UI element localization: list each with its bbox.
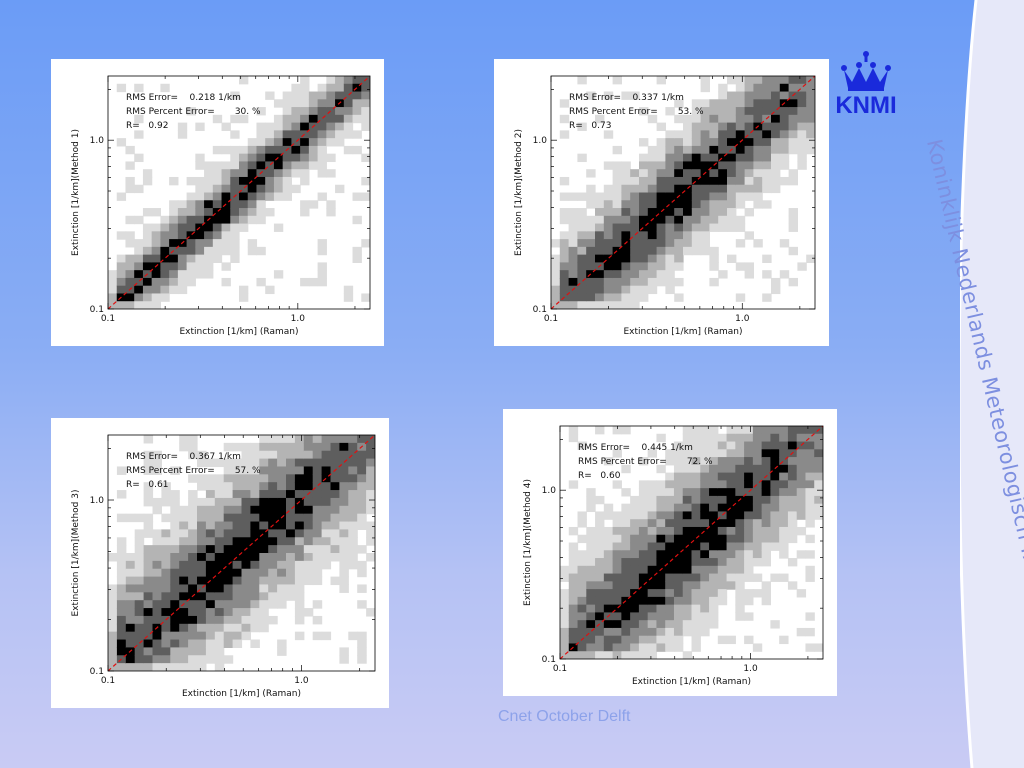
stat-rms-percent: RMS Percent Error= 57. % xyxy=(126,466,261,476)
stat-rms-error: RMS Error= 0.445 1/km xyxy=(578,443,693,453)
x-axis-label: Extinction [1/km] (Raman) xyxy=(624,327,743,337)
one-to-one-line xyxy=(108,435,375,671)
x-axis-label: Extinction [1/km] (Raman) xyxy=(632,677,751,687)
axis-ticks xyxy=(559,426,823,660)
stat-r: R= 0.60 xyxy=(578,471,621,481)
axis-ticks xyxy=(107,435,375,672)
y-axis-label: Extinction [1/km](Method 1) xyxy=(71,129,81,256)
plot-frame xyxy=(107,434,376,672)
x-tick-label: 1.0 xyxy=(294,676,309,686)
axis-ticks xyxy=(107,76,370,310)
density-field xyxy=(551,76,815,309)
scatter-density-chart-method-2: 0.1 1.0 0.1 1.0 Extinction [1/km] (Raman) Ext… xyxy=(514,75,816,337)
knmi-logo-text: KNMI xyxy=(835,92,896,118)
right-side-panel xyxy=(960,0,1024,768)
chart-panel-method-1: 0.1 1.0 0.1 1.0 Extinction [1/km] (Raman) Ext… xyxy=(51,59,384,346)
crown-icon: KNMI xyxy=(835,51,897,119)
one-to-one-line xyxy=(551,76,815,309)
y-tick-label: 1.0 xyxy=(542,486,557,496)
y-tick-label: 0.1 xyxy=(533,305,547,315)
x-axis-label: Extinction [1/km] (Raman) xyxy=(182,689,301,699)
chart-panel-method-2: 0.1 1.0 0.1 1.0 Extinction [1/km] (Raman) Ext… xyxy=(494,59,829,346)
knmi-logo: KNMI xyxy=(826,48,906,119)
x-tick-label: 1.0 xyxy=(743,664,758,674)
chart-panel-method-3: 0.1 1.0 0.1 1.0 Extinction [1/km] (Raman) Ext… xyxy=(51,418,389,708)
y-tick-label: 1.0 xyxy=(533,136,548,146)
stat-r: R= 0.92 xyxy=(126,121,168,131)
x-tick-label: 0.1 xyxy=(544,314,558,324)
footer-caption: Cnet October Delft xyxy=(498,708,631,725)
x-axis-label: Extinction [1/km] (Raman) xyxy=(180,327,299,337)
axis-ticks xyxy=(550,76,815,310)
plot-frame xyxy=(107,75,371,310)
y-axis-label: Extinction [1/km](Method 2) xyxy=(514,129,524,256)
stat-rms-percent: RMS Percent Error= 72. % xyxy=(578,457,713,467)
one-to-one-line xyxy=(560,426,823,659)
plot-frame xyxy=(559,425,824,660)
stat-rms-error: RMS Error= 0.367 1/km xyxy=(126,452,241,462)
y-tick-label: 0.1 xyxy=(90,667,104,677)
one-to-one-line xyxy=(108,76,370,309)
scatter-density-chart-method-4: 0.1 1.0 0.1 1.0 Extinction [1/km] (Raman) Ext… xyxy=(523,425,824,687)
plot-frame xyxy=(550,75,816,310)
y-axis-label: Extinction [1/km](Method 3) xyxy=(71,490,81,617)
y-tick-label: 0.1 xyxy=(90,305,104,315)
stat-rms-percent: RMS Percent Error= 30. % xyxy=(126,107,261,117)
y-tick-label: 0.1 xyxy=(542,655,556,665)
y-tick-label: 1.0 xyxy=(90,496,105,506)
scatter-density-chart-method-1: 0.1 1.0 0.1 1.0 Extinction [1/km] (Raman) Ext… xyxy=(71,75,371,337)
x-tick-label: 1.0 xyxy=(291,314,306,324)
stat-rms-error: RMS Error= 0.218 1/km xyxy=(126,93,241,103)
stat-r: R= 0.61 xyxy=(126,480,168,490)
stat-rms-error: RMS Error= 0.337 1/km xyxy=(569,93,684,103)
x-tick-label: 0.1 xyxy=(553,664,567,674)
y-axis-label: Extinction [1/km](Method 4) xyxy=(523,479,533,606)
density-field xyxy=(108,76,370,309)
x-tick-label: 1.0 xyxy=(735,314,750,324)
scatter-density-chart-method-3: 0.1 1.0 0.1 1.0 Extinction [1/km] (Raman) Ext… xyxy=(71,434,376,699)
density-field xyxy=(108,435,375,671)
chart-panel-method-4: 0.1 1.0 0.1 1.0 Extinction [1/km] (Raman) Ext… xyxy=(503,409,837,696)
x-tick-label: 0.1 xyxy=(101,314,115,324)
stat-r: R= 0.73 xyxy=(569,121,611,131)
x-tick-label: 0.1 xyxy=(101,676,115,686)
y-tick-label: 1.0 xyxy=(90,136,105,146)
stat-rms-percent: RMS Percent Error= 53. % xyxy=(569,107,704,117)
